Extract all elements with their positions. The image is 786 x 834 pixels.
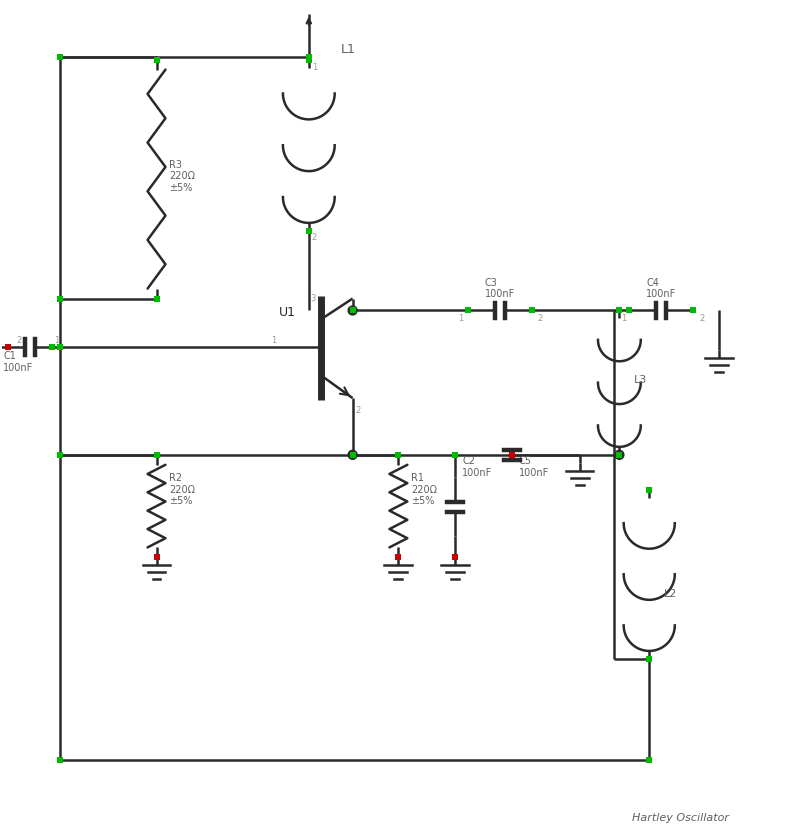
Text: R2
220Ω
±5%: R2 220Ω ±5% [170,473,196,506]
Text: 2: 2 [699,314,704,323]
Text: C1
100nF: C1 100nF [3,351,33,373]
Text: C4
100nF: C4 100nF [646,278,676,299]
Text: 1: 1 [54,336,59,344]
Text: 2: 2 [538,314,543,323]
Text: 2: 2 [355,405,361,414]
Circle shape [348,450,357,460]
Text: C5
100nF: C5 100nF [519,456,549,478]
Text: U1: U1 [279,306,296,319]
Text: L2: L2 [664,589,678,599]
Text: 1: 1 [312,63,317,72]
Text: 2: 2 [312,234,317,243]
Text: 3: 3 [310,294,316,303]
Circle shape [615,450,624,460]
Text: 1: 1 [458,314,464,323]
Text: Hartley Oscillator: Hartley Oscillator [632,813,729,823]
Text: 2: 2 [17,336,22,344]
Text: R3
220Ω
±5%: R3 220Ω ±5% [170,159,196,193]
Text: L3: L3 [634,375,648,385]
Text: C3
100nF: C3 100nF [485,278,515,299]
Text: R1
220Ω
±5%: R1 220Ω ±5% [411,473,437,506]
Text: L1: L1 [340,43,355,56]
Text: 1: 1 [270,336,276,344]
Circle shape [348,306,357,315]
Text: 1: 1 [622,314,626,323]
Text: C2
100nF: C2 100nF [462,456,492,478]
